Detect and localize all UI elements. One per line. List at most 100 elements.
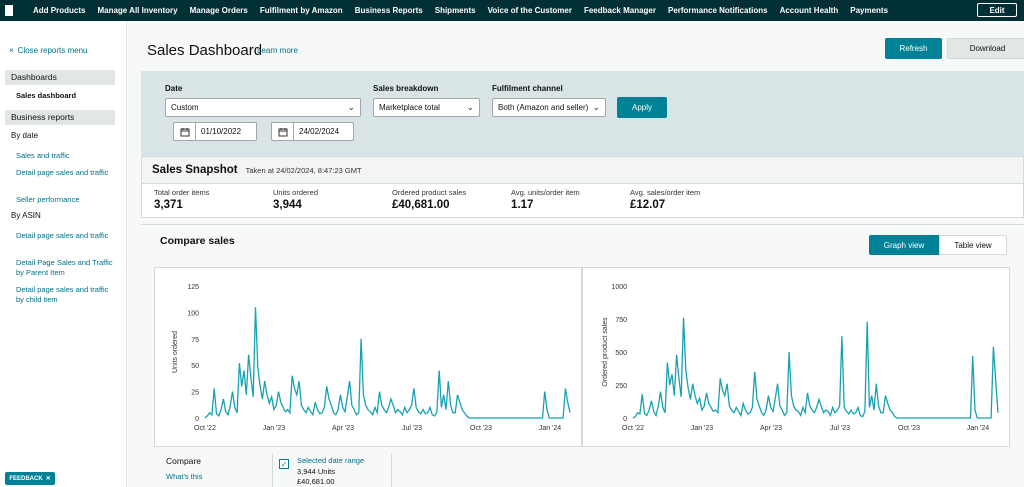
legend-units: 3,944 Units — [297, 467, 335, 476]
start-date-input[interactable]: 01/10/2022 — [173, 122, 257, 141]
close-reports-menu[interactable]: × Close reports menu — [9, 46, 87, 55]
download-button[interactable]: Download — [947, 38, 1024, 59]
x-tick-label: Jan '24 — [967, 425, 989, 432]
y-axis-label: Units ordered — [172, 331, 179, 373]
nav-performance-notifications[interactable]: Performance Notifications — [667, 6, 768, 15]
chevron-down-icon: ⌄ — [347, 102, 355, 112]
fulfilment-channel-value: Both (Amazon and seller) — [498, 103, 589, 112]
y-tick-label: 125 — [187, 284, 199, 291]
chevron-down-icon: ⌄ — [592, 102, 600, 112]
main-content: Sales Dashboard Learn more Refresh Downl… — [127, 21, 1024, 487]
sales-breakdown-value: Marketplace total — [379, 103, 440, 112]
units-ordered-chart: 0 25 50 75 100 125 Units ordered Oct '22 Jan '23… — [154, 267, 582, 447]
legend-selected-range: ✓ Selected date range 3,944 Units £40,68… — [272, 453, 392, 487]
y-tick-label: 75 — [191, 337, 199, 344]
series-line — [632, 317, 999, 419]
date-select-value: Custom — [171, 103, 199, 112]
nav-voice-of-customer[interactable]: Voice of the Customer — [487, 6, 572, 15]
sidebar-group-by-date: By date — [11, 131, 39, 140]
fulfilment-channel-select[interactable]: Both (Amazon and seller) ⌄ — [492, 98, 606, 117]
page-title: Sales Dashboard — [147, 42, 263, 59]
x-tick-label: Jan '23 — [691, 425, 713, 432]
nav-shipments[interactable]: Shipments — [434, 6, 476, 15]
legend-name: Selected date range — [297, 456, 365, 465]
nav-fulfilment-by-amazon[interactable]: Fulfilment by Amazon — [259, 6, 343, 15]
refresh-button[interactable]: Refresh — [885, 38, 942, 59]
compare-sales-title: Compare sales — [160, 235, 235, 247]
sidebar-item-asin-detail-page[interactable]: Detail page sales and traffic — [16, 231, 109, 240]
y-tick-label: 1000 — [611, 284, 627, 291]
metric-value: £12.07 — [630, 199, 666, 211]
sidebar-item-seller-performance[interactable]: Seller performance — [16, 195, 80, 204]
metric-label: Total order items — [154, 188, 210, 197]
sidebar-header-business-reports: Business reports — [5, 110, 115, 125]
sidebar-header-dashboards: Dashboards — [5, 70, 115, 85]
x-tick-label: Oct '22 — [622, 425, 644, 432]
sidebar-item-detail-page-sales[interactable]: Detail page sales and traffic — [16, 168, 109, 177]
snapshot-header: Sales Snapshot Taken at 24/02/2024, 8:47… — [142, 157, 1023, 184]
compare-label: Compare — [166, 456, 201, 466]
apply-button[interactable]: Apply — [617, 97, 667, 118]
x-tick-label: Oct '22 — [194, 425, 216, 432]
y-tick-label: 250 — [615, 383, 627, 390]
metric-units-ordered: Units ordered 3,944 — [273, 188, 318, 211]
nav-manage-inventory[interactable]: Manage All Inventory — [97, 6, 178, 15]
metric-label: Avg. units/order item — [511, 188, 580, 197]
x-tick-label: Jul '23 — [402, 425, 422, 432]
snapshot-timestamp: Taken at 24/02/2024, 8:47:23 GMT — [245, 165, 362, 175]
whats-this-link[interactable]: What's this — [166, 472, 203, 481]
sidebar-item-asin-parent[interactable]: Detail Page Sales and Traffic by Parent … — [16, 258, 113, 277]
nav-business-reports[interactable]: Business Reports — [354, 6, 423, 15]
ordered-product-sales-chart-svg: 0 250 500 750 1000 Ordered product sales Oct '… — [602, 284, 999, 432]
y-tick-label: 500 — [615, 350, 627, 357]
metric-label: Ordered product sales — [392, 188, 467, 197]
close-icon: × — [9, 46, 14, 55]
calendar-icon[interactable] — [272, 123, 294, 140]
learn-more-link[interactable]: Learn more — [257, 46, 298, 55]
x-tick-label: Apr '23 — [760, 425, 782, 432]
legend-checkbox[interactable]: ✓ — [279, 459, 289, 469]
sidebar-item-sales-dashboard[interactable]: Sales dashboard — [16, 91, 77, 100]
x-tick-label: Jul '23 — [830, 425, 850, 432]
x-tick-label: Apr '23 — [332, 425, 354, 432]
metric-value: £40,681.00 — [392, 199, 450, 211]
y-tick-label: 750 — [615, 317, 627, 324]
nav-add-products[interactable]: Add Products — [33, 6, 86, 15]
x-tick-label: Oct '23 — [898, 425, 920, 432]
feedback-button[interactable]: FEEDBACK ✕ — [5, 472, 55, 485]
metric-value: 1.17 — [511, 199, 534, 211]
reports-sidebar: × Close reports menu Dashboards Sales da… — [0, 21, 127, 487]
fulfilment-channel-label: Fulfilment channel — [492, 84, 563, 93]
x-tick-label: Oct '23 — [470, 425, 492, 432]
sidebar-item-asin-child[interactable]: Detail page sales and traffic by child i… — [16, 285, 109, 304]
table-view-button[interactable]: Table view — [939, 235, 1007, 255]
menu-icon[interactable] — [5, 5, 13, 16]
sales-breakdown-label: Sales breakdown — [373, 84, 439, 93]
close-icon[interactable]: ✕ — [45, 476, 51, 482]
edit-button[interactable]: Edit — [977, 3, 1017, 17]
nav-manage-orders[interactable]: Manage Orders — [189, 6, 248, 15]
nav-feedback-manager[interactable]: Feedback Manager — [583, 6, 656, 15]
sidebar-group-by-asin: By ASIN — [11, 211, 41, 220]
start-date-value: 01/10/2022 — [201, 127, 242, 136]
snapshot-title: Sales Snapshot — [152, 164, 238, 176]
y-tick-label: 0 — [195, 416, 199, 423]
units-ordered-chart-svg: 0 25 50 75 100 125 Units ordered Oct '22 Jan '23… — [172, 284, 571, 432]
calendar-icon[interactable] — [174, 123, 196, 140]
nav-account-health[interactable]: Account Health — [779, 6, 839, 15]
series-line — [204, 307, 571, 419]
sales-snapshot: Sales Snapshot Taken at 24/02/2024, 8:47… — [141, 156, 1024, 218]
sales-breakdown-select[interactable]: Marketplace total ⌄ — [373, 98, 480, 117]
x-tick-label: Jan '24 — [539, 425, 561, 432]
end-date-input[interactable]: 24/02/2024 — [271, 122, 354, 141]
y-tick-label: 25 — [191, 390, 199, 397]
chevron-down-icon: ⌄ — [466, 102, 474, 112]
y-axis-label: Ordered product sales — [602, 317, 609, 387]
metric-avg-sales: Avg. sales/order item £12.07 — [630, 188, 700, 211]
nav-payments[interactable]: Payments — [850, 6, 889, 15]
compare-sales-panel: Compare sales Graph view Table view 0 25 5… — [141, 224, 1024, 487]
date-select[interactable]: Custom ⌄ — [165, 98, 361, 117]
sidebar-item-sales-traffic[interactable]: Sales and traffic — [16, 151, 70, 160]
top-navigation: Add Products Manage All Inventory Manage… — [0, 0, 1024, 21]
graph-view-button[interactable]: Graph view — [869, 235, 939, 255]
